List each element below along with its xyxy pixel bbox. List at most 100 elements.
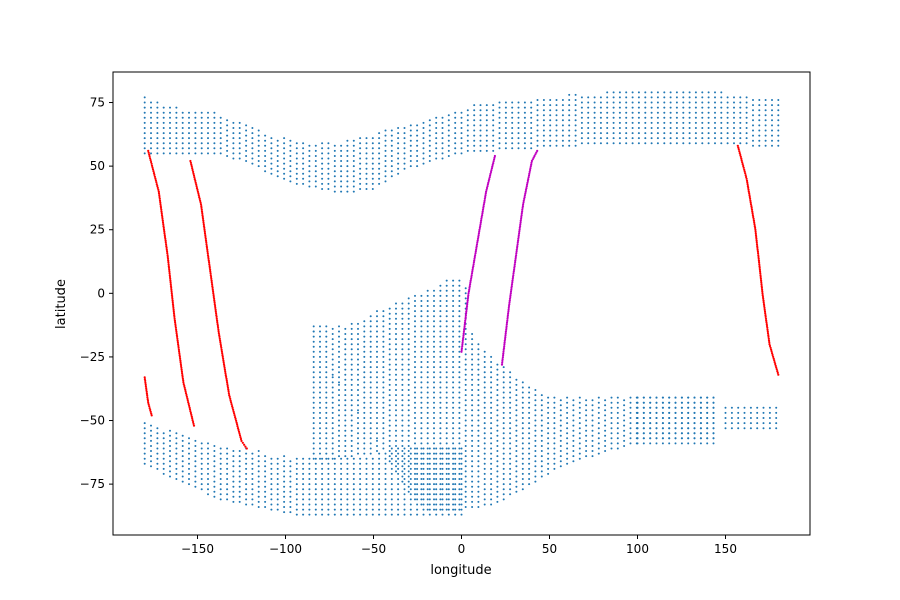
southern-grid-point <box>357 389 359 391</box>
southern-grid-point <box>699 411 702 414</box>
track-point <box>145 387 148 390</box>
southern-grid-point <box>388 389 391 391</box>
southern-grid-point <box>680 422 683 425</box>
northern-grid-point <box>428 144 431 147</box>
track-point <box>760 281 763 284</box>
southern-grid-point <box>350 389 353 391</box>
southern-grid-point <box>407 312 410 315</box>
southern-grid-point <box>407 414 410 417</box>
track-point <box>757 254 760 257</box>
southern-grid-point <box>712 396 715 399</box>
northern-grid-point <box>777 139 780 142</box>
track-point <box>195 187 199 190</box>
southern-grid-point <box>509 478 512 480</box>
southern-grid-point <box>553 467 556 470</box>
southern-grid-point <box>490 503 493 506</box>
southern-grid-point <box>458 467 461 470</box>
track-point <box>216 321 219 324</box>
antarctic-grid-point <box>188 472 190 475</box>
northern-grid-point <box>568 99 571 101</box>
southern-grid-point <box>547 457 550 460</box>
southern-grid-point <box>464 485 467 488</box>
southern-grid-point <box>388 343 391 346</box>
southern-grid-point <box>490 401 493 404</box>
antarctic-grid-point <box>270 478 273 480</box>
southern-grid-point <box>483 462 486 465</box>
track-point <box>510 286 513 289</box>
northern-grid-point <box>460 121 463 124</box>
antarctic-grid-point <box>188 457 190 460</box>
antarctic-grid-point <box>409 452 412 455</box>
antarctic-grid-point <box>226 488 229 491</box>
southern-grid-point <box>458 289 461 292</box>
southern-grid-point <box>749 422 752 425</box>
track-point <box>460 350 463 353</box>
northern-grid-point <box>321 157 324 160</box>
antarctic-grid-point <box>441 467 444 470</box>
track-point <box>767 337 770 340</box>
southern-grid-point <box>426 503 429 506</box>
northern-grid-point <box>555 139 558 142</box>
northern-grid-point <box>175 142 178 145</box>
northern-grid-point <box>764 124 767 127</box>
antarctic-grid-point <box>340 498 343 501</box>
southern-grid-point <box>477 450 480 452</box>
southern-grid-point <box>642 432 645 435</box>
northern-grid-point <box>473 134 476 137</box>
southern-grid-point <box>445 330 448 333</box>
antarctic-grid-point <box>188 442 190 445</box>
southern-grid-point <box>616 406 619 409</box>
antarctic-grid-point <box>181 465 184 468</box>
northern-grid-point <box>656 127 659 129</box>
antarctic-grid-point <box>460 478 463 480</box>
northern-grid-point <box>333 180 336 183</box>
southern-grid-point <box>363 366 366 369</box>
track-point <box>755 235 758 239</box>
northern-grid-point <box>637 91 640 94</box>
track-point <box>163 235 167 239</box>
northern-grid-point <box>454 142 457 145</box>
northern-grid-point <box>542 124 545 127</box>
southern-grid-point <box>547 472 550 475</box>
northern-grid-point <box>365 177 368 180</box>
southern-grid-point <box>706 422 709 425</box>
southern-grid-point <box>509 381 512 384</box>
southern-grid-point <box>452 411 455 414</box>
antarctic-grid-point <box>314 513 317 516</box>
antarctic-grid-point <box>251 462 254 465</box>
track-point <box>493 158 496 161</box>
antarctic-grid-point <box>226 478 229 480</box>
southern-grid-point <box>369 432 372 435</box>
track-point <box>470 272 474 275</box>
northern-grid-point <box>321 162 324 165</box>
southern-grid-point <box>439 422 442 425</box>
southern-grid-point <box>496 500 499 503</box>
southern-grid-point <box>369 411 372 414</box>
southern-grid-point <box>369 350 372 353</box>
southern-grid-point <box>414 396 416 399</box>
northern-grid-point <box>688 96 691 99</box>
antarctic-grid-point <box>346 467 349 470</box>
southern-grid-point <box>547 437 550 440</box>
southern-grid-point <box>407 348 410 351</box>
y-tick-label: 0 <box>97 286 105 300</box>
track-point <box>176 339 179 342</box>
antarctic-grid-point <box>327 467 330 470</box>
antarctic-grid-point <box>257 455 260 458</box>
track-point <box>754 234 758 237</box>
northern-grid-point <box>530 137 533 140</box>
northern-grid-point <box>574 93 577 96</box>
northern-grid-point <box>599 142 602 145</box>
northern-grid-point <box>371 177 374 180</box>
track-point <box>765 323 768 326</box>
southern-grid-point <box>325 381 328 384</box>
southern-grid-point <box>388 450 391 452</box>
southern-grid-point <box>528 437 531 440</box>
northern-grid-point <box>663 106 666 109</box>
antarctic-grid-point <box>403 513 406 516</box>
antarctic-grid-point <box>321 457 324 460</box>
southern-grid-point <box>401 312 404 315</box>
northern-grid-point <box>295 147 298 150</box>
track-point <box>201 215 204 219</box>
antarctic-grid-point <box>416 467 419 470</box>
